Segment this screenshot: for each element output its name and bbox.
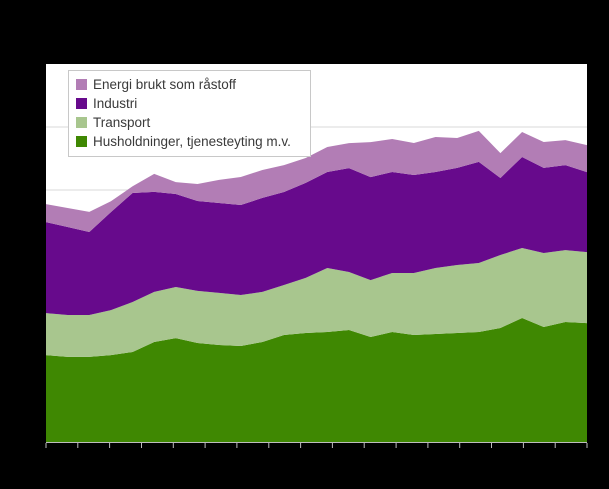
legend-item-husholdninger: Husholdninger, tjenesteyting m.v. xyxy=(76,132,304,151)
legend-label-husholdninger: Husholdninger, tjenesteyting m.v. xyxy=(93,133,291,149)
area-husholdninger-tjenesteyting xyxy=(46,318,587,442)
legend-swatch-husholdninger xyxy=(76,136,87,147)
area-industri xyxy=(46,157,587,315)
legend-swatch-transport xyxy=(76,117,87,128)
legend-label-energi-raastoff: Energi brukt som råstoff xyxy=(93,76,237,92)
legend: Energi brukt som råstoff Industri Transp… xyxy=(68,70,311,157)
legend-swatch-energi-raastoff xyxy=(76,79,87,90)
area-transport xyxy=(46,248,587,357)
legend-item-transport: Transport xyxy=(76,113,304,132)
legend-item-industri: Industri xyxy=(76,94,304,113)
area-energi-raastoff xyxy=(46,130,587,232)
legend-label-industri: Industri xyxy=(93,95,138,111)
legend-item-energi-raastoff: Energi brukt som råstoff xyxy=(76,75,304,94)
legend-swatch-industri xyxy=(76,98,87,109)
legend-label-transport: Transport xyxy=(93,114,151,130)
